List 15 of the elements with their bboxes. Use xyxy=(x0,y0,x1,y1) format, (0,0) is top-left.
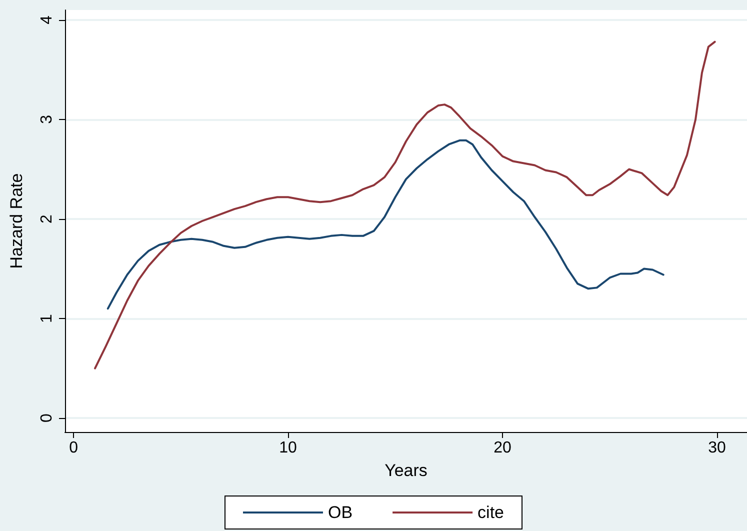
x-axis-title: Years xyxy=(384,461,428,480)
line-series xyxy=(94,40,716,370)
x-tick-label: 10 xyxy=(279,440,298,456)
legend-label: cite xyxy=(478,503,504,522)
x-tick-label: 30 xyxy=(708,440,726,456)
legend-label: OB xyxy=(328,503,353,522)
y-tick-label: 3 xyxy=(38,114,56,124)
line-series xyxy=(106,139,664,310)
x-tick-label: 0 xyxy=(69,440,78,456)
y-tick-label: 0 xyxy=(38,414,56,423)
y-tick-label: 1 xyxy=(38,314,56,323)
x-tick-label: 20 xyxy=(494,440,512,456)
y-tick-label: 2 xyxy=(38,214,56,224)
y-tick-label: 4 xyxy=(38,15,56,24)
y-axis-title: Hazard Rate xyxy=(7,173,26,269)
